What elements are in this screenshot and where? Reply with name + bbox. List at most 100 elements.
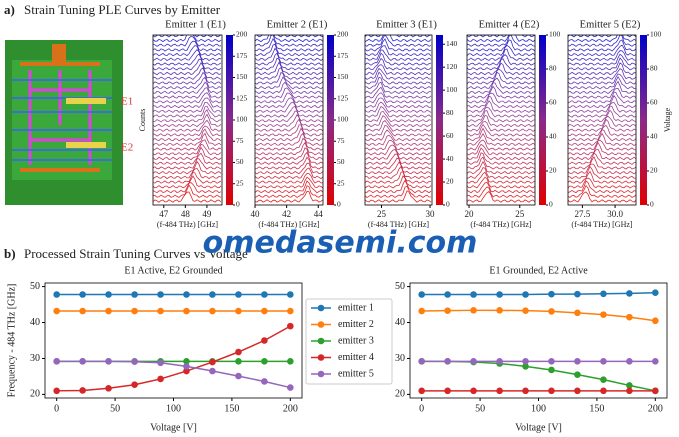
data-point bbox=[522, 291, 529, 298]
trace bbox=[365, 92, 432, 104]
trace bbox=[467, 82, 535, 95]
data-point bbox=[287, 358, 294, 365]
trace bbox=[365, 179, 432, 194]
x-tick-label: 150 bbox=[589, 403, 604, 414]
trace bbox=[568, 129, 636, 142]
trace bbox=[255, 151, 323, 165]
x-axis-label: Voltage [V] bbox=[150, 422, 197, 433]
x-tick-label: 27.5 bbox=[575, 209, 591, 219]
data-point bbox=[470, 307, 477, 314]
series-line bbox=[421, 309, 656, 322]
x-tick-label: 20 bbox=[465, 209, 475, 219]
trace bbox=[467, 156, 535, 170]
x-tick-label: 25 bbox=[377, 209, 387, 219]
data-point bbox=[444, 387, 451, 395]
legend-label: emitter 1 bbox=[338, 302, 374, 313]
trace bbox=[467, 152, 535, 165]
x-tick-label: 200 bbox=[648, 403, 663, 414]
trace bbox=[153, 113, 222, 128]
data-point bbox=[53, 358, 60, 365]
trace bbox=[365, 124, 432, 137]
data-point bbox=[548, 358, 555, 365]
trace bbox=[365, 71, 432, 85]
data-point bbox=[261, 337, 268, 344]
data-point bbox=[287, 291, 294, 298]
trace bbox=[153, 158, 222, 170]
trace bbox=[255, 57, 323, 71]
colorbar-tick-label: 150 bbox=[236, 72, 248, 81]
trace bbox=[568, 44, 636, 57]
data-point bbox=[79, 291, 86, 298]
data-point bbox=[574, 309, 581, 317]
data-point bbox=[470, 358, 477, 365]
trace bbox=[467, 120, 535, 132]
trace bbox=[568, 139, 636, 151]
x-axis-label: (f-484 THz) [GHz] bbox=[368, 220, 429, 229]
panel-title: Emitter 2 (E1) bbox=[267, 19, 328, 30]
chart-title: E1 Active, E2 Grounded bbox=[124, 265, 222, 276]
colorbar-tick-label: 20 bbox=[650, 166, 658, 175]
data-point bbox=[496, 291, 503, 298]
data-point bbox=[548, 387, 555, 395]
trace bbox=[153, 71, 222, 85]
traces bbox=[255, 35, 323, 203]
data-point bbox=[548, 290, 555, 298]
data-point bbox=[444, 358, 451, 365]
traces bbox=[153, 35, 222, 203]
x-tick-label: 40 bbox=[251, 209, 261, 219]
trace bbox=[365, 139, 432, 151]
data-point bbox=[131, 307, 138, 315]
trace bbox=[568, 94, 636, 109]
data-point bbox=[626, 290, 633, 297]
trace bbox=[568, 35, 636, 47]
series-line bbox=[56, 325, 291, 392]
trace bbox=[365, 129, 432, 142]
trace bbox=[467, 92, 535, 104]
trace bbox=[255, 37, 323, 52]
colorbar-tick-label: 25 bbox=[337, 178, 345, 187]
trace bbox=[467, 133, 535, 146]
trace bbox=[255, 66, 323, 80]
data-point bbox=[522, 358, 529, 365]
data-point bbox=[574, 358, 581, 365]
trace bbox=[255, 92, 323, 104]
trace bbox=[568, 177, 636, 189]
panel-title: Emitter 5 (E2) bbox=[580, 19, 641, 30]
data-point bbox=[418, 307, 425, 315]
trace bbox=[153, 171, 222, 184]
trace bbox=[153, 58, 222, 71]
data-point bbox=[209, 307, 216, 315]
trace bbox=[467, 110, 535, 123]
data-point bbox=[652, 358, 659, 365]
data-point bbox=[209, 358, 216, 366]
trace bbox=[568, 87, 636, 99]
data-point bbox=[157, 375, 164, 383]
trace bbox=[467, 171, 535, 184]
data-point bbox=[600, 311, 607, 318]
colorbar-tick-label: 120 bbox=[446, 62, 458, 71]
data-point bbox=[626, 382, 633, 389]
data-point bbox=[418, 291, 425, 298]
trace bbox=[467, 54, 535, 66]
trace bbox=[467, 77, 535, 90]
colorbar-tick-label: 80 bbox=[549, 64, 557, 73]
trace bbox=[365, 149, 432, 161]
data-point bbox=[261, 358, 268, 365]
colorbar-tick-label: 100 bbox=[236, 115, 248, 124]
trace bbox=[467, 39, 535, 52]
trace bbox=[568, 35, 636, 43]
data-point bbox=[600, 387, 607, 395]
trace bbox=[568, 191, 636, 203]
trace bbox=[365, 175, 432, 189]
trace bbox=[568, 141, 636, 156]
colorbar-tick-label: 100 bbox=[549, 30, 561, 39]
series-line bbox=[56, 360, 291, 389]
data-point bbox=[183, 363, 190, 370]
trace bbox=[255, 190, 323, 203]
colorbar-tick-label: 0 bbox=[650, 200, 654, 209]
data-point bbox=[53, 291, 60, 298]
colorbar-tick-label: 20 bbox=[549, 166, 557, 175]
trace bbox=[568, 165, 636, 180]
trace bbox=[255, 43, 323, 57]
